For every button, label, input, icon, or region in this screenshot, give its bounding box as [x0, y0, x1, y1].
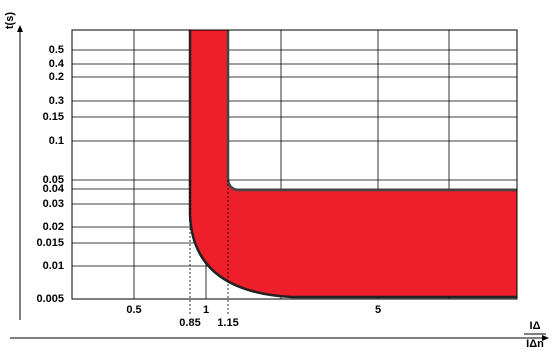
zone-lower-boundary	[188, 30, 517, 299]
x-tick-label: 0.5	[126, 304, 141, 316]
x-tick-label: 1	[203, 304, 209, 316]
x-marker-label: 0.85	[179, 317, 200, 329]
x-axis-label-bottom: IΔn	[526, 338, 544, 350]
y-tick-label: 0.015	[36, 237, 64, 249]
tripping-zone	[190, 30, 517, 297]
x-marker-label: 1.15	[217, 317, 238, 329]
y-tick-label: 0.4	[49, 58, 65, 70]
y-axis-label: t(s)	[4, 12, 16, 29]
y-tick-label: 0.03	[43, 198, 64, 210]
y-tick-label: 0.04	[43, 183, 65, 195]
y-tick-label: 0.005	[36, 293, 64, 305]
y-tick-label: 0.1	[49, 135, 64, 147]
x-tick-label: 5	[375, 304, 381, 316]
x-axis-label-top: IΔ	[530, 320, 541, 332]
y-tick-label: 0.5	[49, 44, 64, 56]
y-tick-label: 0.15	[43, 111, 64, 123]
plot-frame	[71, 29, 518, 300]
y-tick-label: 0.2	[49, 71, 64, 83]
y-tick-label: 0.3	[49, 95, 64, 107]
y-tick-label: 0.01	[43, 260, 64, 272]
y-tick-label: 0.05	[43, 174, 64, 186]
zone-upper-boundary	[226, 30, 517, 192]
y-tick-label: 0.02	[43, 221, 64, 233]
